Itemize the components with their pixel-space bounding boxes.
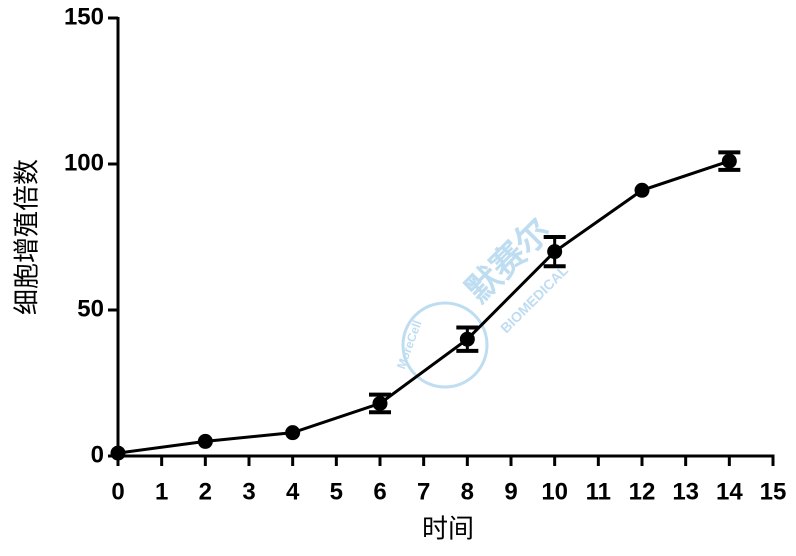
watermark-brand: MoreCell [394, 319, 424, 371]
x-tick-label: 0 [111, 478, 124, 505]
point [634, 182, 650, 198]
watermark-ring [401, 301, 489, 389]
x-tick-label: 2 [199, 478, 212, 505]
x-tick-label: 10 [541, 478, 568, 505]
x-tick-label: 12 [629, 478, 656, 505]
point [285, 425, 301, 441]
x-tick-label: 5 [330, 478, 343, 505]
point [721, 153, 737, 169]
point [110, 445, 126, 461]
x-axis-title: 时间 [422, 515, 474, 545]
point [547, 244, 563, 260]
y-tick-label: 150 [64, 3, 104, 30]
x-tick-label: 4 [286, 478, 300, 505]
x-tick-label: 15 [760, 478, 787, 505]
x-tick-label: 8 [461, 478, 474, 505]
point [459, 331, 475, 347]
point [372, 395, 388, 411]
y-tick-label: 0 [91, 441, 104, 468]
x-tick-label: 1 [155, 478, 168, 505]
x-tick-label: 11 [586, 478, 611, 505]
y-tick-label: 50 [77, 295, 104, 322]
y-axis-title: 细胞增殖倍数 [13, 159, 43, 315]
point [197, 433, 213, 449]
y-tick-label: 100 [64, 149, 104, 176]
x-tick-label: 9 [504, 478, 517, 505]
x-tick-label: 3 [242, 478, 255, 505]
x-tick-label: 6 [373, 478, 386, 505]
x-tick-label: 14 [716, 478, 743, 505]
line [117, 159, 730, 455]
x-tick-label: 13 [672, 478, 699, 505]
x-tick-label: 7 [417, 478, 430, 505]
